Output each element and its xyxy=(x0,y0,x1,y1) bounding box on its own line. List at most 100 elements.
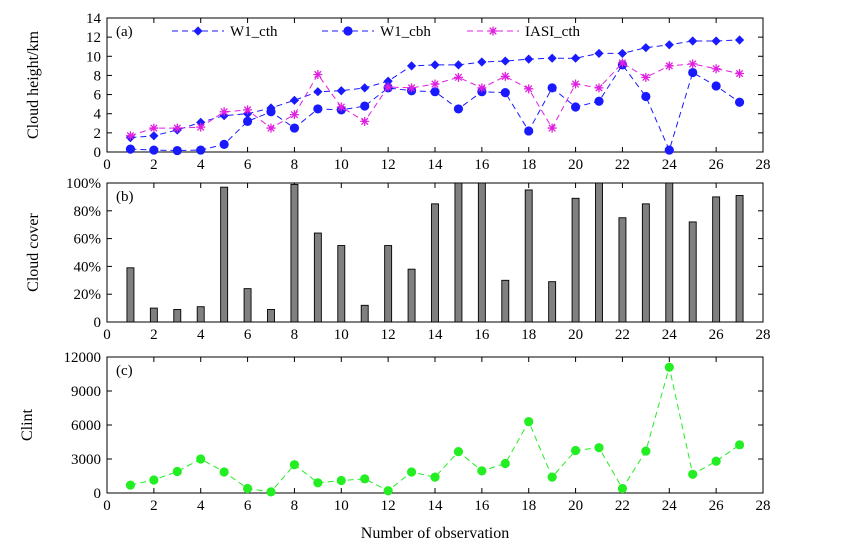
data-point xyxy=(336,102,346,112)
legend-label: W1_cbh xyxy=(380,24,431,40)
legend-label: W1_cth xyxy=(230,24,278,40)
data-point xyxy=(453,60,464,70)
data-point xyxy=(664,362,674,372)
bar xyxy=(571,197,580,323)
data-point xyxy=(641,91,651,102)
bar xyxy=(149,307,158,323)
data-point xyxy=(664,145,674,155)
bar xyxy=(360,304,369,323)
data-point xyxy=(570,102,581,112)
y-axis-label: Cloud height/km xyxy=(25,30,42,139)
x-tick-label: 20 xyxy=(568,498,583,514)
data-point xyxy=(430,79,440,89)
data-point xyxy=(430,87,440,97)
data-point xyxy=(453,72,463,82)
y-tick-label: 12 xyxy=(86,30,101,46)
data-point xyxy=(594,96,604,106)
bar xyxy=(735,195,744,323)
data-point xyxy=(289,123,300,133)
data-point xyxy=(688,67,698,78)
x-tick-label: 2 xyxy=(150,498,158,514)
data-point xyxy=(196,145,206,155)
x-tick-label: 10 xyxy=(334,327,349,343)
data-point xyxy=(571,79,581,89)
x-tick-label: 16 xyxy=(474,327,490,343)
data-point xyxy=(688,36,698,46)
y-axis-label: Clint xyxy=(19,408,36,441)
y-tick-label: 80% xyxy=(74,204,102,220)
data-point xyxy=(313,104,323,114)
bar xyxy=(548,281,557,323)
panel-label: (a) xyxy=(116,24,133,40)
data-point xyxy=(149,123,159,133)
bar xyxy=(196,306,205,323)
data-point xyxy=(570,445,581,456)
x-tick-label: 26 xyxy=(709,498,725,514)
legend-marker xyxy=(343,26,353,36)
data-point xyxy=(524,126,534,136)
data-point xyxy=(594,443,604,453)
bar xyxy=(595,182,603,323)
data-point xyxy=(196,454,206,464)
data-point xyxy=(219,139,229,149)
data-point xyxy=(641,446,651,456)
bar xyxy=(641,203,650,323)
data-point xyxy=(266,123,276,133)
x-tick-label: 22 xyxy=(615,157,630,173)
data-point xyxy=(406,467,417,477)
x-tick-label: 14 xyxy=(428,157,444,173)
data-point xyxy=(313,87,323,97)
x-tick-label: 0 xyxy=(103,498,111,514)
bar xyxy=(290,183,299,323)
data-point xyxy=(407,83,417,93)
x-tick-label: 8 xyxy=(291,498,299,514)
data-point xyxy=(172,145,182,156)
data-point xyxy=(289,460,300,470)
data-point xyxy=(524,417,534,427)
data-point xyxy=(594,48,604,59)
series-line xyxy=(130,39,740,139)
data-point xyxy=(360,116,370,126)
data-point xyxy=(172,466,182,477)
x-tick-label: 22 xyxy=(615,498,630,514)
data-point xyxy=(547,472,557,482)
y-tick-label: 6 xyxy=(94,88,102,104)
x-tick-label: 12 xyxy=(381,498,396,514)
x-tick-label: 26 xyxy=(709,157,725,173)
y-tick-label: 40% xyxy=(74,259,102,275)
x-tick-label: 10 xyxy=(334,498,349,514)
series-IASI_cth xyxy=(125,58,745,141)
data-point xyxy=(547,53,557,63)
x-tick-label: 0 xyxy=(103,327,111,343)
data-point xyxy=(360,474,370,484)
x-tick-label: 12 xyxy=(381,327,396,343)
data-point xyxy=(547,123,557,133)
data-point xyxy=(477,466,487,476)
bar xyxy=(712,196,721,323)
y-tick-label: 8 xyxy=(94,68,102,84)
data-point xyxy=(336,475,346,486)
panel-a-cloud-height: 0 2 4 6 8 10 12 14 16 18 20 22 24 26 2802468101214(a)C… xyxy=(25,11,771,173)
x-tick-label: 12 xyxy=(381,157,396,173)
y-tick-label: 12000 xyxy=(64,350,102,366)
data-point xyxy=(289,110,299,120)
data-point xyxy=(313,69,323,79)
bar xyxy=(618,217,627,323)
data-point xyxy=(500,88,510,98)
x-tick-label: 6 xyxy=(244,327,252,343)
data-point xyxy=(500,71,510,81)
data-point xyxy=(711,456,721,466)
x-tick-label: 16 xyxy=(474,157,490,173)
data-point xyxy=(242,483,253,494)
y-tick-label: 10 xyxy=(86,49,101,65)
x-tick-label: 4 xyxy=(197,498,205,514)
x-tick-label: 2 xyxy=(150,327,158,343)
data-point xyxy=(688,469,698,479)
data-point xyxy=(734,440,745,450)
data-point xyxy=(149,145,159,155)
x-tick-label: 10 xyxy=(334,157,349,173)
data-point xyxy=(430,60,440,70)
data-point xyxy=(383,486,393,496)
bar xyxy=(407,268,416,323)
data-point xyxy=(477,57,487,67)
